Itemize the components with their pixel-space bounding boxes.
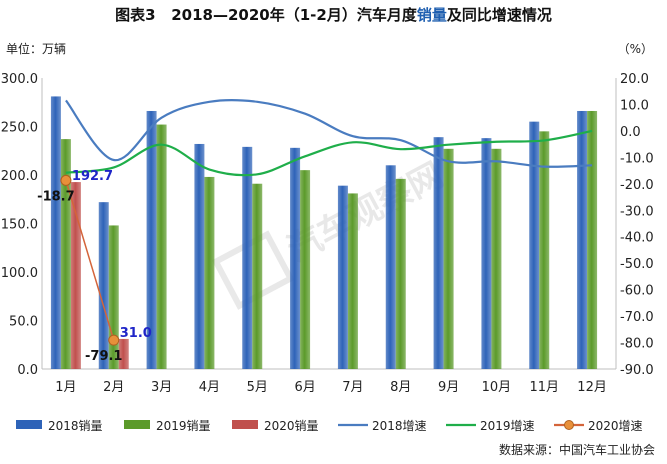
axes: 0.0 50.0 100.0 150.0 200.0 250.0 300.0 20.0 10.0… — [1, 72, 654, 395]
left-tick-label: 50.0 — [9, 315, 38, 330]
title-prefix: 图表3 — [115, 6, 156, 24]
bar-2018 — [577, 110, 588, 369]
watermark-logo-frame — [211, 230, 295, 310]
x-tick-label: 7月 — [342, 380, 363, 395]
right-tick-label: -40.0 — [620, 231, 654, 246]
bar-2018 — [98, 202, 109, 369]
bar-2020-value-label: 192.7 — [72, 169, 113, 184]
bar-2018 — [242, 146, 253, 369]
bar-2019 — [60, 139, 71, 369]
bar-2019 — [539, 131, 550, 369]
x-tick-label: 8月 — [390, 380, 411, 395]
legend-swatch-bar — [16, 420, 42, 429]
bar-2018 — [194, 143, 205, 369]
bar-2019 — [204, 176, 215, 369]
right-tick-label: -80.0 — [620, 337, 654, 352]
x-tick-label: 9月 — [438, 380, 459, 395]
x-tick-label: 5月 — [247, 380, 268, 395]
x-tick-label: 3月 — [151, 380, 172, 395]
growth-2020-marker — [108, 334, 120, 346]
title-main: 2018—2020年（1-2月）汽车月度 — [171, 6, 417, 24]
legend-label: 2018销量 — [48, 419, 103, 433]
bar-2019 — [395, 178, 406, 369]
bars — [50, 96, 598, 370]
bar-2019 — [300, 170, 311, 369]
right-tick-label: 20.0 — [620, 72, 649, 87]
x-tick-label: 4月 — [199, 380, 220, 395]
bar-2019 — [156, 124, 167, 369]
x-tick-label: 11月 — [529, 380, 559, 395]
right-tick-label: -70.0 — [620, 310, 654, 325]
legend-label: 2020销量 — [264, 419, 319, 433]
left-tick-label: 300.0 — [1, 72, 38, 87]
right-tick-label: -60.0 — [620, 284, 654, 299]
bar-2018 — [385, 165, 396, 369]
bar-2019 — [108, 225, 119, 369]
right-tick-label: -30.0 — [620, 204, 654, 219]
line-2019-growth — [65, 129, 593, 177]
bar-2018 — [146, 110, 157, 369]
legend-swatch-bar — [124, 420, 150, 429]
title-suffix: 及同比增速情况 — [446, 6, 552, 24]
legend-swatch-bar — [232, 420, 258, 429]
right-tick-label: 0.0 — [620, 125, 641, 140]
bar-2018 — [50, 96, 61, 370]
right-tick-label: -10.0 — [620, 151, 654, 166]
left-tick-label: 200.0 — [1, 169, 38, 184]
bar-2019 — [587, 110, 598, 369]
bar-2018 — [529, 121, 540, 370]
growth-2020-value-label: -18.7 — [37, 189, 74, 204]
right-tick-label: 10.0 — [620, 98, 649, 113]
bar-2020-value-label: 31.0 — [120, 326, 152, 341]
x-tick-label: 12月 — [577, 380, 607, 395]
x-tick-label: 2月 — [103, 380, 124, 395]
legend-label: 2019销量 — [156, 419, 211, 433]
growth-2020-marker — [60, 174, 72, 186]
line-2020-growth — [65, 180, 115, 341]
line-2018-growth — [65, 98, 593, 168]
data-labels: 192.7 31.0 -18.7 -79.1 — [37, 169, 152, 364]
legend: 2018销量 2019销量 2020销量 2018增速 2019增速 2020增速 — [16, 419, 643, 433]
legend-swatch-marker — [564, 420, 574, 430]
x-tick-label: 10月 — [482, 380, 512, 395]
x-tick-label: 1月 — [55, 380, 76, 395]
left-axis-unit: 单位：万辆 — [6, 42, 67, 56]
x-tick-label: 6月 — [294, 380, 315, 395]
legend-label: 2018增速 — [372, 419, 427, 433]
legend-label: 2020增速 — [588, 419, 643, 433]
bar-2019 — [491, 148, 502, 369]
bar-2018 — [481, 138, 492, 369]
bar-2018 — [337, 185, 348, 369]
right-tick-label: -20.0 — [620, 178, 654, 193]
bar-2019 — [347, 193, 358, 369]
right-axis-unit: （%） — [617, 42, 653, 56]
right-tick-label: -90.0 — [620, 363, 654, 378]
bar-2020 — [118, 338, 129, 369]
left-tick-label: 250.0 — [1, 121, 38, 136]
left-tick-label: 0.0 — [17, 363, 38, 378]
lines — [60, 98, 593, 346]
left-tick-label: 150.0 — [1, 218, 38, 233]
bar-2019 — [252, 183, 263, 369]
bar-2020 — [70, 182, 81, 369]
title-accent: 销量 — [416, 6, 447, 24]
chart-title: 图表3 2018—2020年（1-2月）汽车月度销量及同比增速情况 — [0, 4, 667, 25]
legend-label: 2019增速 — [480, 419, 535, 433]
growth-2020-value-label: -79.1 — [85, 349, 122, 364]
left-tick-label: 100.0 — [1, 266, 38, 281]
bar-2019 — [443, 148, 454, 369]
data-source: 数据来源：中国汽车工业协会 — [498, 443, 655, 457]
bar-2018 — [433, 137, 444, 369]
right-tick-label: -50.0 — [620, 257, 654, 272]
bar-2018 — [290, 147, 301, 369]
